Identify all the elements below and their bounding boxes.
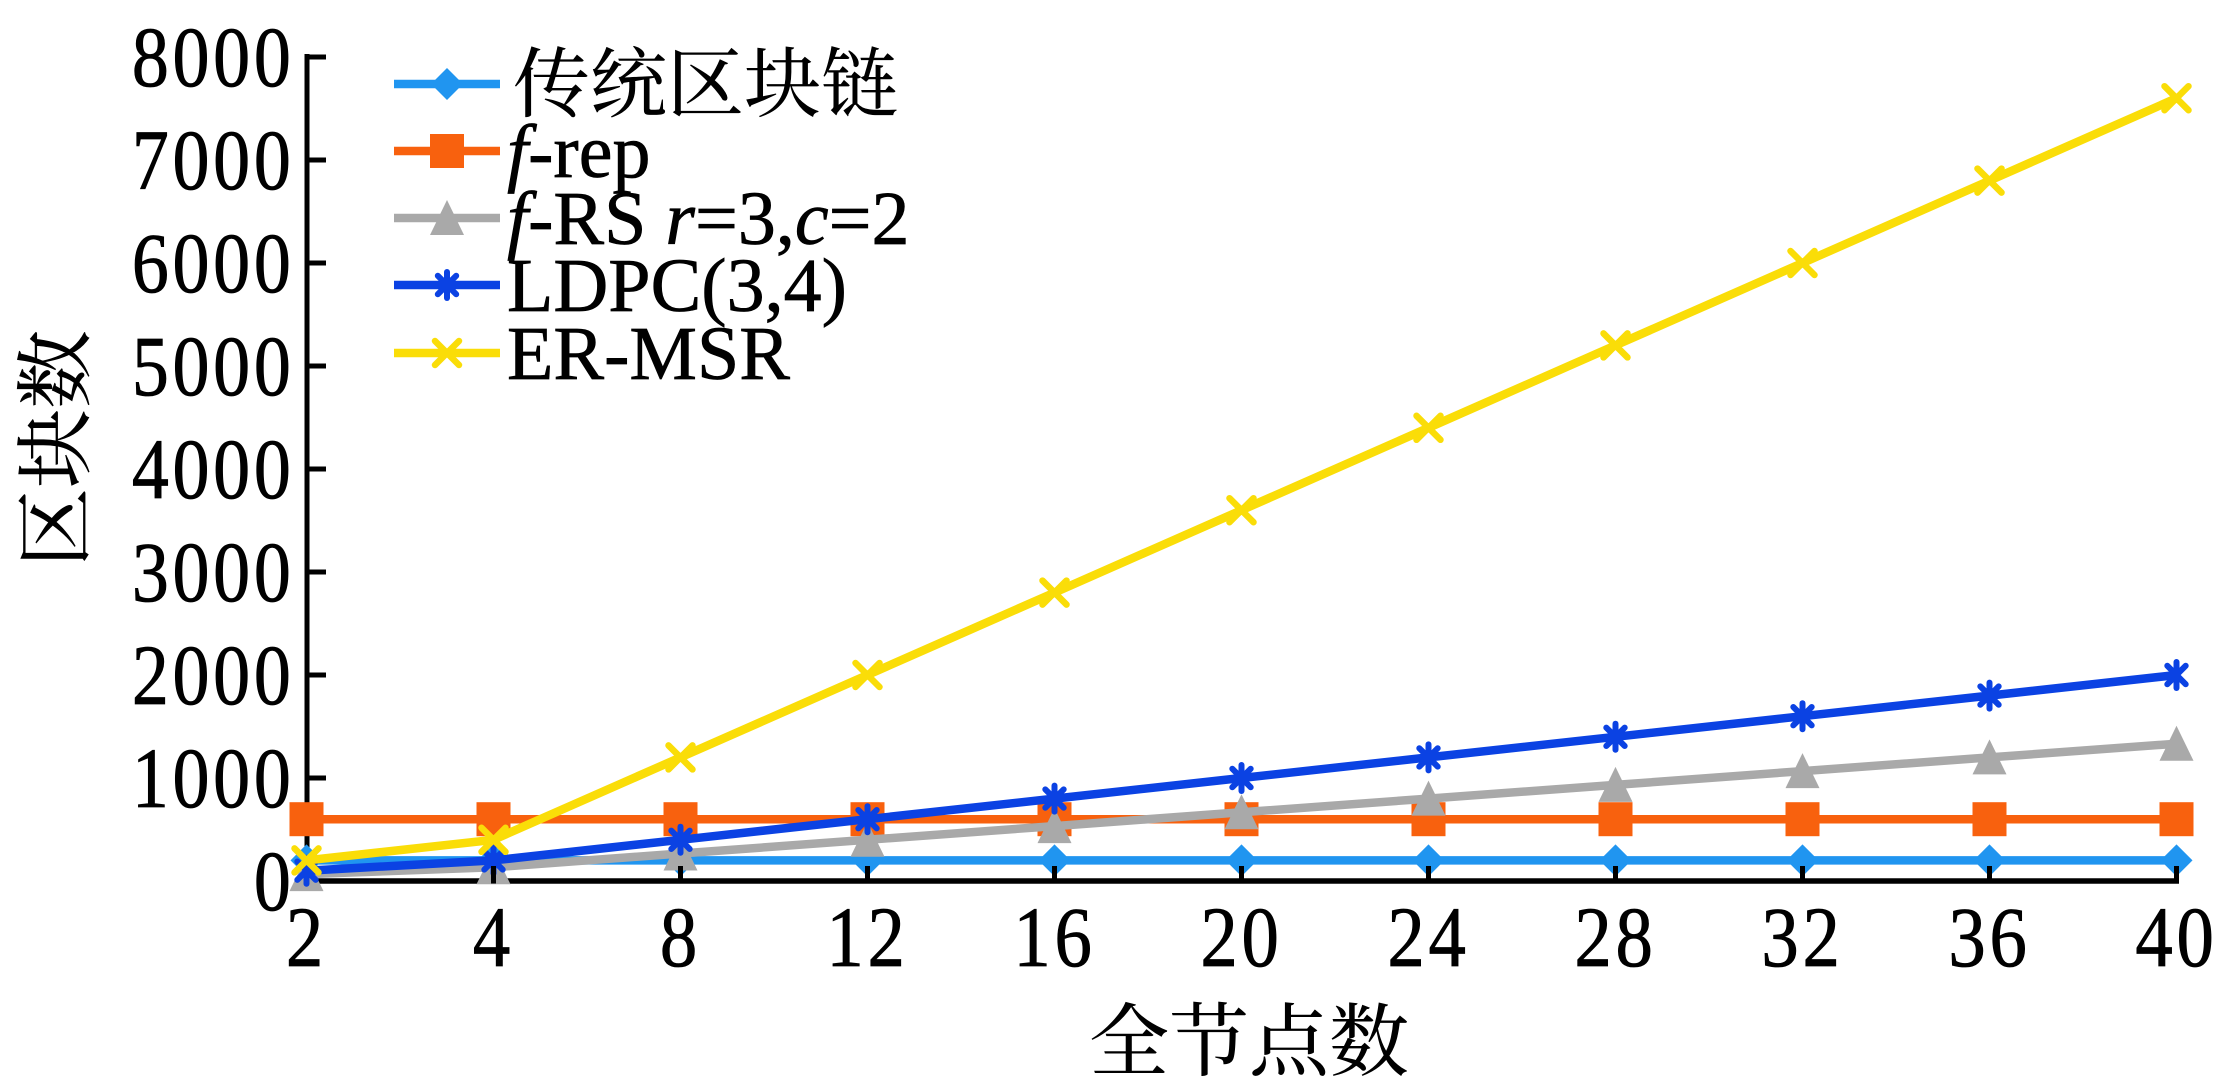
- svg-text:40: 40: [2135, 890, 2217, 985]
- svg-text:5000: 5000: [132, 320, 295, 414]
- svg-text:6000: 6000: [132, 217, 295, 311]
- svg-text:0: 0: [254, 835, 295, 929]
- svg-text:8: 8: [660, 890, 701, 985]
- svg-text:3000: 3000: [132, 526, 295, 620]
- svg-text:f-RS r=3,c=2: f-RS r=3,c=2: [507, 177, 909, 261]
- svg-text:20: 20: [1200, 890, 1282, 985]
- svg-text:24: 24: [1387, 890, 1469, 985]
- svg-text:28: 28: [1574, 890, 1656, 985]
- svg-text:4000: 4000: [132, 423, 295, 517]
- svg-text:8000: 8000: [132, 11, 295, 105]
- svg-text:f-rep: f-rep: [507, 110, 650, 194]
- svg-text:2000: 2000: [132, 629, 295, 723]
- svg-text:1000: 1000: [132, 732, 295, 826]
- svg-text:LDPC(3,4): LDPC(3,4): [507, 244, 847, 328]
- svg-text:36: 36: [1948, 890, 2030, 985]
- svg-text:12: 12: [826, 890, 908, 985]
- svg-text:2: 2: [286, 890, 327, 985]
- svg-text:ER-MSR: ER-MSR: [507, 312, 790, 396]
- svg-text:7000: 7000: [132, 114, 295, 208]
- svg-text:16: 16: [1013, 890, 1095, 985]
- svg-text:4: 4: [473, 890, 514, 985]
- svg-text:32: 32: [1761, 890, 1843, 985]
